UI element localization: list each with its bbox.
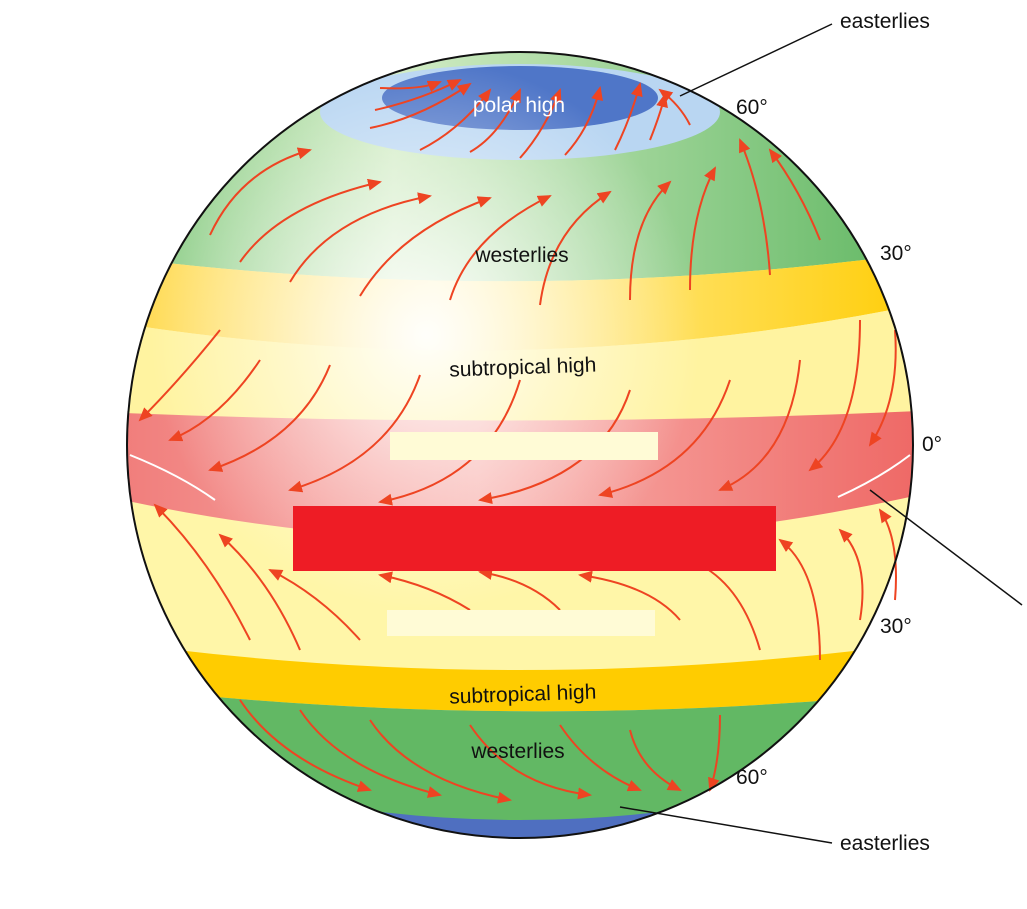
easterlies-bottom-leader (620, 807, 832, 843)
label-mask-north (390, 432, 658, 460)
easterlies-top-leader (680, 24, 832, 96)
easterlies-top-label: easterlies (840, 10, 930, 33)
easterlies-bottom-label: easterlies (840, 832, 930, 855)
polar-high-label: polar high (473, 94, 565, 117)
label-mask-south (387, 610, 655, 636)
climate-bands (100, 40, 940, 900)
latitude-0: 0° (922, 433, 942, 456)
westerlies-north-label: westerlies (474, 244, 568, 267)
latitude-60-north: 60° (736, 96, 768, 119)
latitude-30-south: 30° (880, 615, 912, 638)
equator-label-mask (293, 506, 776, 571)
westerlies-south-label: westerlies (470, 740, 564, 763)
latitude-60-south: 60° (736, 766, 768, 789)
latitude-30-north: 30° (880, 242, 912, 265)
